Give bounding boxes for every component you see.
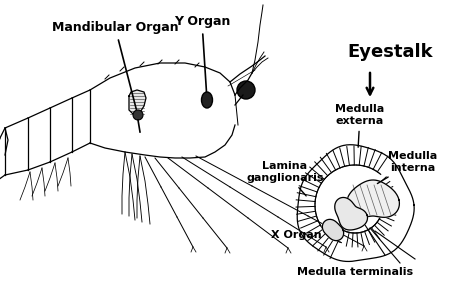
Text: Lamina
ganglionaris: Lamina ganglionaris	[246, 161, 324, 196]
Polygon shape	[129, 90, 146, 116]
Text: Medulla
externa: Medulla externa	[335, 104, 385, 147]
Text: Medulla
interna: Medulla interna	[378, 151, 437, 184]
Polygon shape	[346, 180, 400, 217]
Circle shape	[133, 110, 143, 120]
Text: Mandibular Organ: Mandibular Organ	[52, 21, 179, 109]
Circle shape	[237, 81, 255, 99]
Text: Y Organ: Y Organ	[174, 15, 230, 97]
Text: Medulla terminalis: Medulla terminalis	[297, 267, 413, 277]
Ellipse shape	[202, 92, 212, 108]
Text: X Organ: X Organ	[271, 230, 330, 240]
Polygon shape	[335, 198, 368, 230]
Text: Eyestalk: Eyestalk	[347, 43, 433, 61]
Polygon shape	[322, 219, 344, 241]
